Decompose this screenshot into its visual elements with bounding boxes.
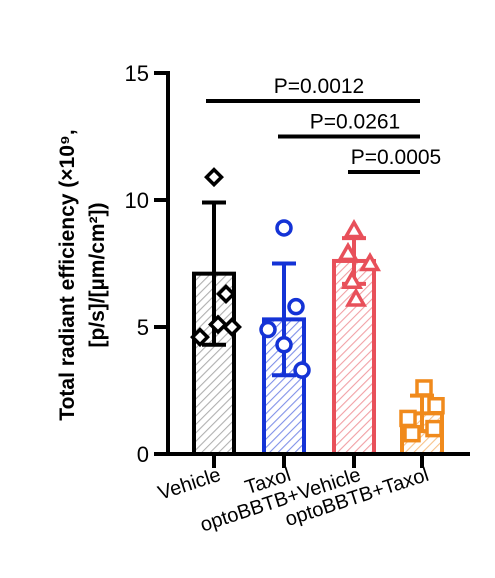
y-tick-label-0: 0 bbox=[137, 442, 149, 467]
data-point-0-3 bbox=[190, 327, 210, 348]
data-point-3-1 bbox=[427, 396, 445, 415]
data-point-3-0 bbox=[415, 379, 433, 397]
y-axis-title-line2: [p/s]/[µm/cm²]) bbox=[86, 202, 109, 347]
data-point-2-0 bbox=[342, 218, 366, 239]
significance-label-2: P=0.0005 bbox=[351, 146, 442, 169]
data-point-0-1 bbox=[216, 284, 236, 304]
data-point-2-4 bbox=[344, 287, 368, 307]
data-point-0-0 bbox=[204, 167, 224, 188]
points-layer bbox=[190, 167, 445, 443]
y-tick-label-1: 5 bbox=[137, 315, 149, 340]
significance-label-1: P=0.0261 bbox=[310, 111, 401, 134]
y-axis-title-line1: Total radiant efficiency (×10⁹, bbox=[56, 129, 79, 420]
data-point-3-3 bbox=[425, 419, 443, 438]
data-point-1-0 bbox=[275, 219, 293, 237]
data-point-2-3 bbox=[340, 269, 364, 290]
y-axis-title: Total radiant efficiency (×10⁹, [p/s]/[µ… bbox=[56, 129, 109, 420]
significance-layer: P=0.0012 P=0.0261 P=0.0005 bbox=[206, 75, 442, 175]
data-point-1-4 bbox=[293, 361, 311, 379]
significance-label-0: P=0.0012 bbox=[274, 75, 365, 98]
data-point-1-1 bbox=[287, 297, 305, 316]
data-point-0-4 bbox=[222, 317, 242, 337]
data-point-1-2 bbox=[259, 320, 277, 339]
data-point-2-1 bbox=[336, 241, 360, 262]
data-point-1-3 bbox=[275, 336, 293, 354]
error-bars-layer bbox=[202, 200, 434, 434]
data-point-3-4 bbox=[403, 424, 421, 443]
x-tick-label-0: Vehicle bbox=[155, 464, 223, 505]
y-tick-label-2: 10 bbox=[125, 188, 149, 213]
bar-2 bbox=[332, 258, 376, 456]
data-point-0-2 bbox=[208, 314, 228, 335]
y-tick-label-3: 15 bbox=[125, 61, 149, 86]
data-point-2-2 bbox=[358, 251, 382, 272]
data-point-3-2 bbox=[399, 409, 417, 428]
